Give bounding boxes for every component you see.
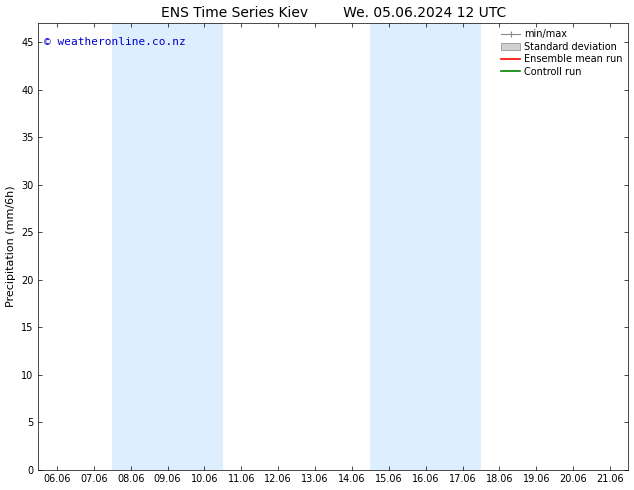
Title: ENS Time Series Kiev        We. 05.06.2024 12 UTC: ENS Time Series Kiev We. 05.06.2024 12 U… bbox=[161, 5, 506, 20]
Legend: min/max, Standard deviation, Ensemble mean run, Controll run: min/max, Standard deviation, Ensemble me… bbox=[498, 26, 626, 79]
Y-axis label: Precipitation (mm/6h): Precipitation (mm/6h) bbox=[6, 186, 16, 307]
Bar bbox=[112, 24, 223, 469]
Bar bbox=[370, 24, 481, 469]
Text: © weatheronline.co.nz: © weatheronline.co.nz bbox=[44, 37, 186, 47]
